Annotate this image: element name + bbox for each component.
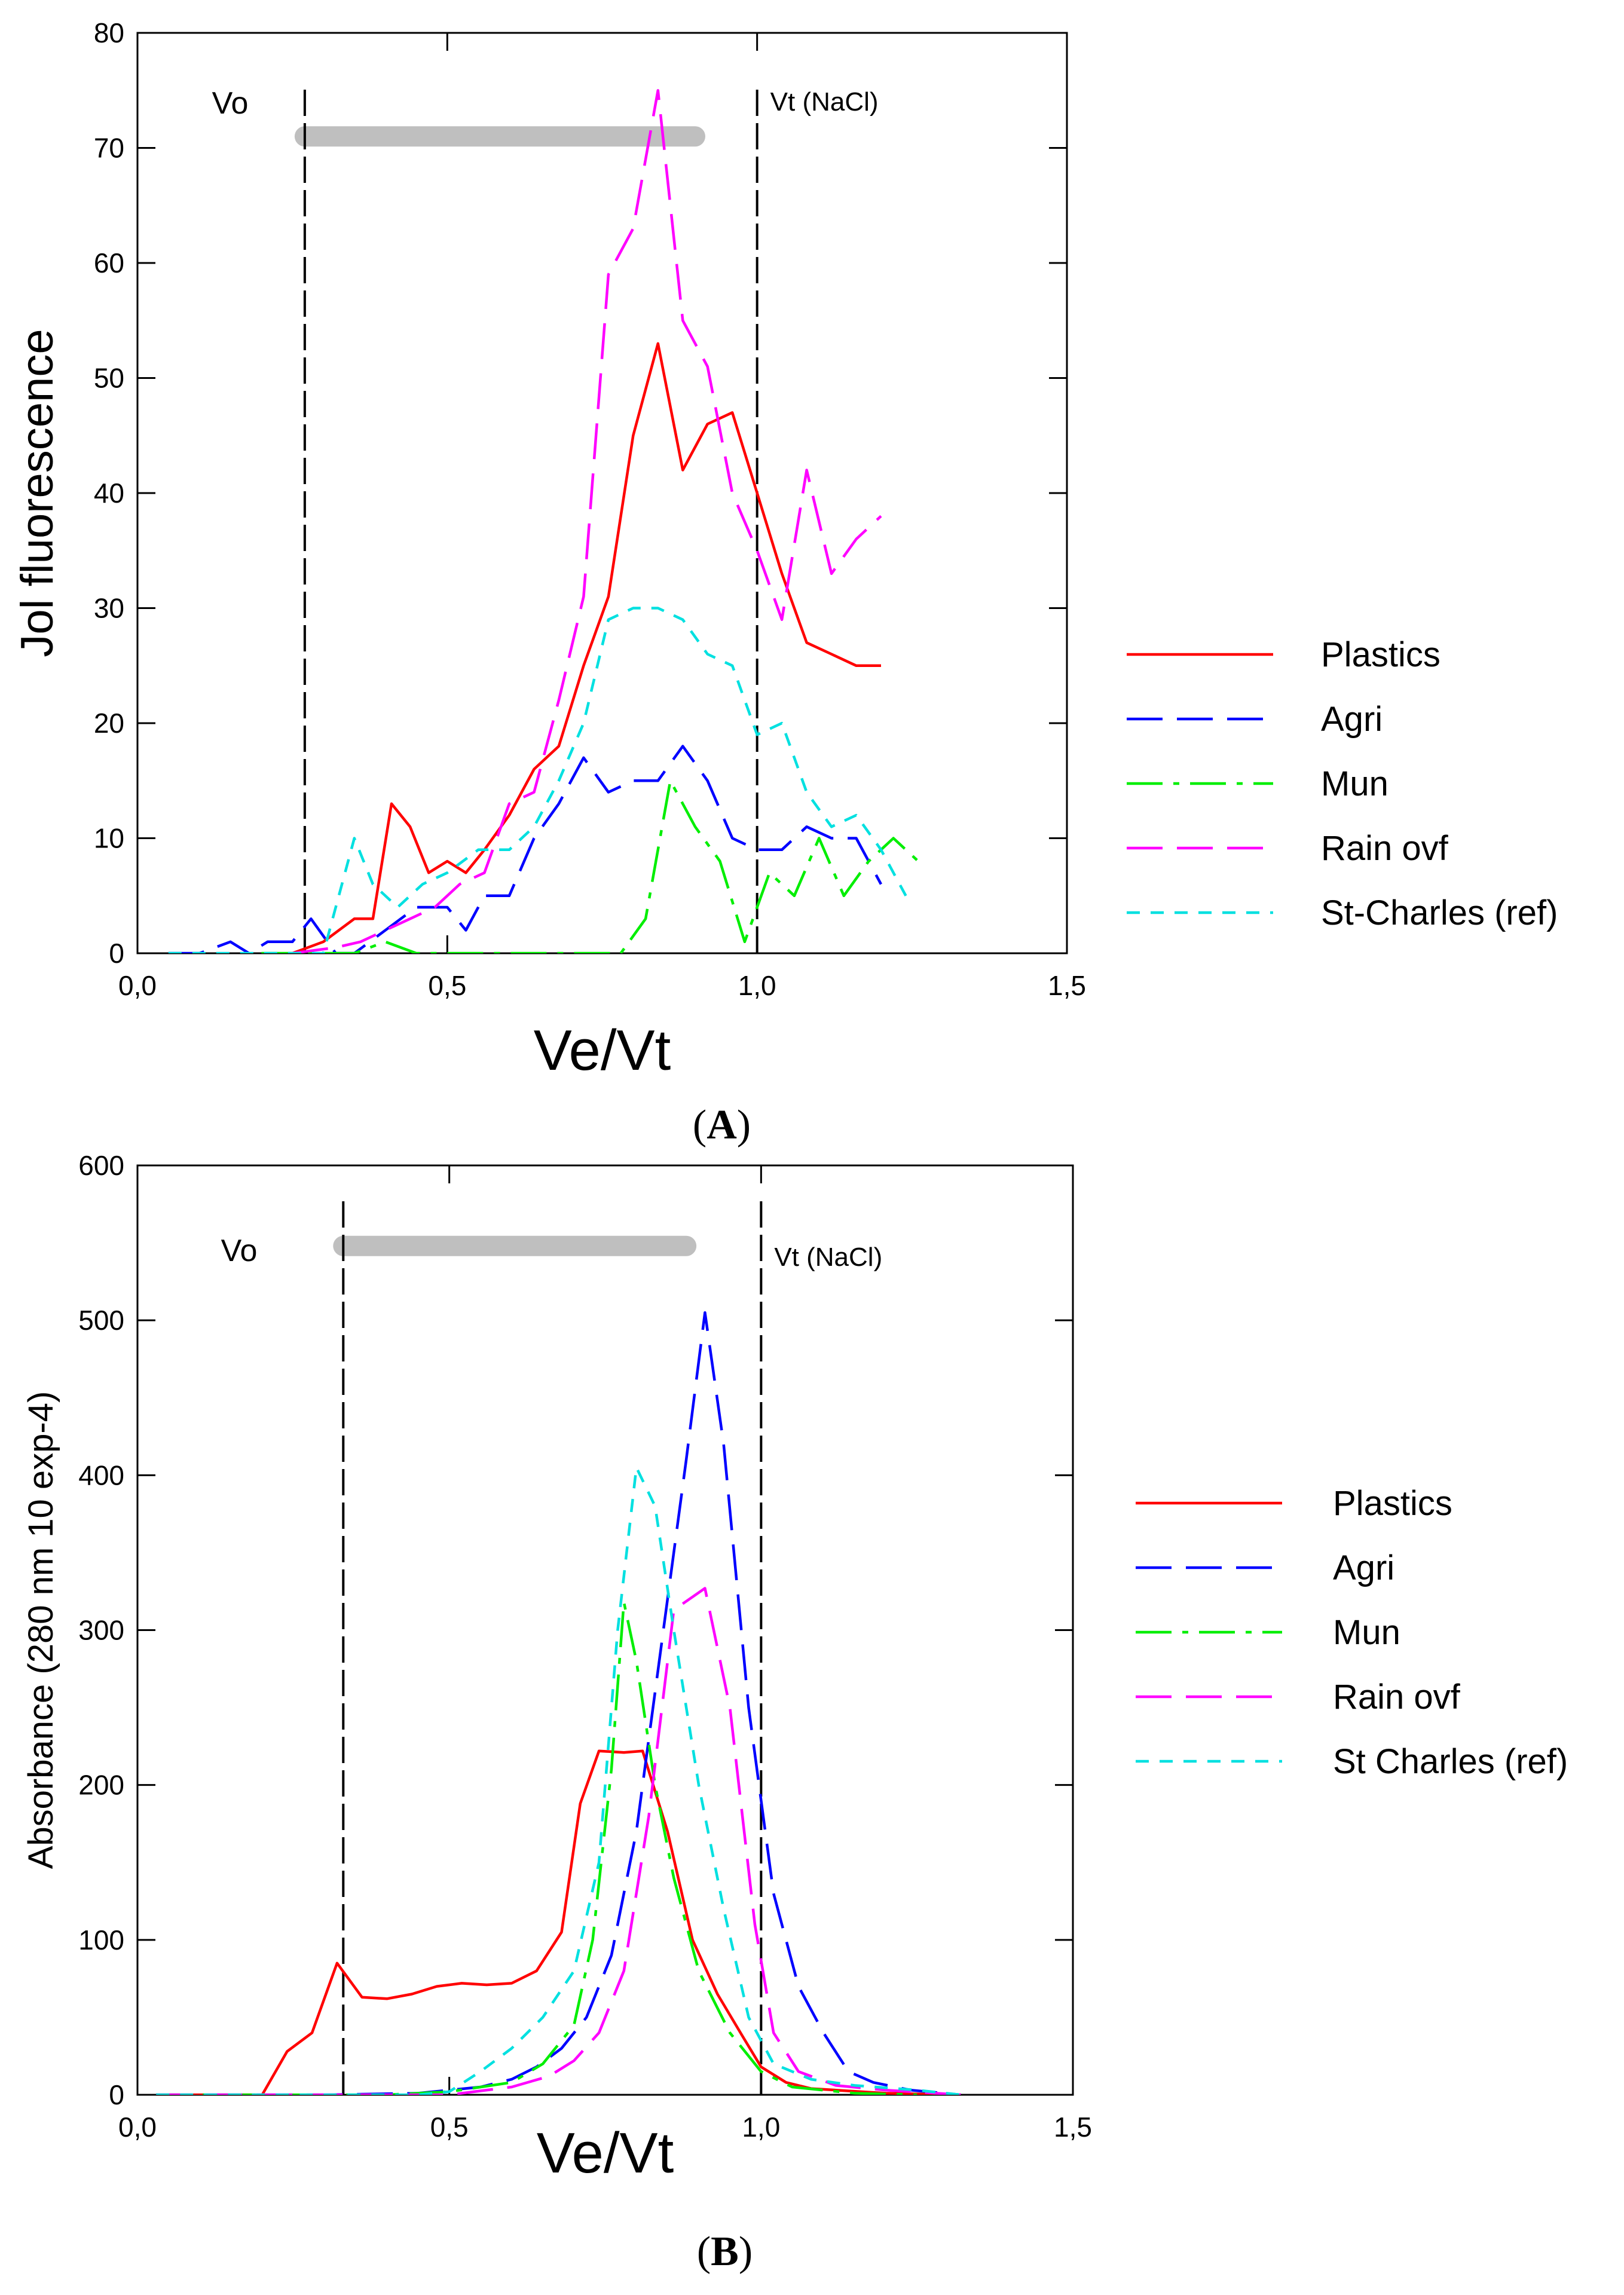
legend-label: Mun [1333,1613,1400,1652]
series-line-rain-ovf [292,89,882,953]
x-axis-title: Ve/Vt [537,2121,674,2185]
plot-frame [136,1164,1074,2096]
panel-letter: A [707,1102,737,1148]
y-tick-label: 80 [94,17,124,48]
panel-label: (A) [693,1102,751,1148]
plot-frame [136,32,1068,954]
legend-label: Rain ovf [1333,1678,1461,1716]
legend-label: Plastics [1333,1484,1452,1523]
y-tick-label: 70 [94,133,124,164]
series-group [168,89,919,953]
chart-panel-b: 0,0 0,5 1,0 1,5 0 100 200 300 400 500 600 Ve/Vt Abso… [22,1150,1568,2275]
series-line-st-charles-ref [168,607,907,953]
y-tick-label: 500 [78,1305,124,1336]
y-tick-label: 100 [78,1924,124,1956]
y-tick-label: 0 [109,2079,124,2110]
series-line-st-charles-ref [156,1466,961,2095]
y-tick-label: 50 [94,363,124,394]
marker-label-vo: Vo [212,86,249,121]
y-tick-label: 400 [78,1459,124,1491]
series-line-mun [156,1601,917,2095]
series-line-mun [261,779,919,953]
panel-label: (B) [697,2229,753,2275]
legend-label: St Charles (ref) [1333,1742,1568,1781]
y-tick-label: 10 [94,823,124,854]
x-tick-label: 0,5 [430,2112,469,2143]
legend: Plastics Agri Mun Rain ovf St Charles (ref) [1136,1484,1568,1781]
legend-label: Agri [1321,700,1383,739]
legend-label: Rain ovf [1321,829,1449,868]
series-line-agri [156,1311,961,2095]
y-tick-label: 40 [94,478,124,509]
marker-label-vt: Vt (NaCl) [774,1243,882,1272]
legend-label: Agri [1333,1549,1394,1587]
y-tick-label: 20 [94,708,124,739]
x-tick-label: 0,0 [118,970,157,1001]
y-axis-title: Absorbance (280 nm 10 exp-4) [22,1391,60,1869]
legend: Plastics Agri Mun Rain ovf St-Charles (ref) [1127,635,1558,932]
series-line-agri [168,745,882,953]
x-tick-label: 1,5 [1048,970,1086,1001]
x-axis-title: Ve/Vt [534,1018,671,1082]
series-line-rain-ovf [156,1587,961,2095]
legend-label: Plastics [1321,635,1441,674]
chart-panel-a: 0,0 0,5 1,0 1,5 0 10 20 30 40 50 60 70 80 Ve/Vt Jol fl… [12,17,1558,1148]
x-tick-label: 1,5 [1054,2112,1092,2143]
x-tick-label: 1,0 [742,2112,780,2143]
y-tick-label: 30 [94,593,124,624]
y-tick-label: 200 [78,1770,124,1801]
x-tick-label: 1,0 [738,970,776,1001]
y-tick-label: 300 [78,1615,124,1646]
y-axis-title: Jol fluorescence [12,329,63,657]
x-tick-label: 0,5 [428,970,466,1001]
panel-letter: B [711,2229,739,2275]
series-line-plastics [156,1749,961,2095]
y-tick-label: 600 [78,1150,124,1181]
series-line-plastics [292,342,881,953]
x-tick-label: 0,0 [118,2112,157,2143]
marker-label-vo: Vo [221,1234,258,1268]
y-tick-label: 0 [109,938,124,969]
legend-label: Mun [1321,764,1388,803]
marker-label-vt: Vt (NaCl) [770,87,879,117]
y-tick-label: 60 [94,247,124,279]
legend-label: St-Charles (ref) [1321,893,1558,932]
series-group [156,1311,961,2095]
